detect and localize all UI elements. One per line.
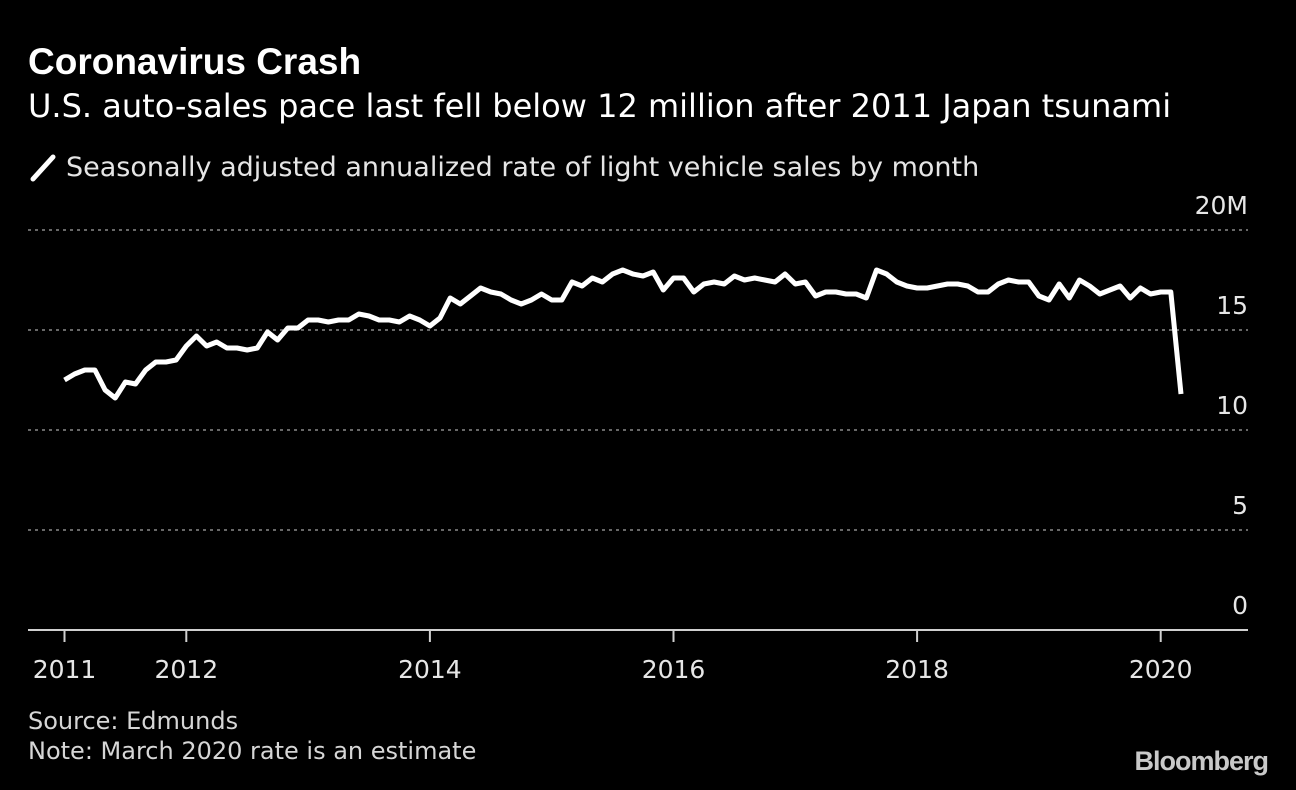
x-tick-label-2012: 2012 xyxy=(154,655,218,684)
legend-label: Seasonally adjusted annualized rate of l… xyxy=(66,151,980,183)
x-tick-label-2020: 2020 xyxy=(1129,655,1193,684)
bloomberg-logo: Bloomberg xyxy=(1134,746,1269,776)
series-layer xyxy=(63,267,1184,401)
label-layer: 0 5 10 15 20M 2011 2012 2014 2016 2018 2020 xyxy=(33,191,1248,684)
y-tick-label-5: 5 xyxy=(1232,491,1248,520)
chart-title: Coronavirus Crash xyxy=(28,41,362,82)
x-tick-label-2018: 2018 xyxy=(885,655,949,684)
note-text: Note: March 2020 rate is an estimate xyxy=(28,737,477,765)
chart-subtitle: U.S. auto-sales pace last fell below 12 … xyxy=(28,87,1172,125)
y-tick-label-0: 0 xyxy=(1232,591,1248,620)
x-tick-label-2016: 2016 xyxy=(642,655,706,684)
y-tick-label-15: 15 xyxy=(1216,291,1248,320)
x-tick-label-2011: 2011 xyxy=(33,655,97,684)
legend: Seasonally adjusted annualized rate of l… xyxy=(28,150,979,184)
x-tick-label-2014: 2014 xyxy=(398,655,462,684)
y-tick-label-10: 10 xyxy=(1216,391,1248,420)
y-tick-label-20: 20M xyxy=(1195,191,1248,220)
source-text: Source: Edmunds xyxy=(28,707,239,735)
diagonal-line-icon xyxy=(30,154,56,182)
grid-layer xyxy=(28,229,1248,531)
axis-layer xyxy=(28,629,1248,642)
series-line-0 xyxy=(63,267,1184,401)
